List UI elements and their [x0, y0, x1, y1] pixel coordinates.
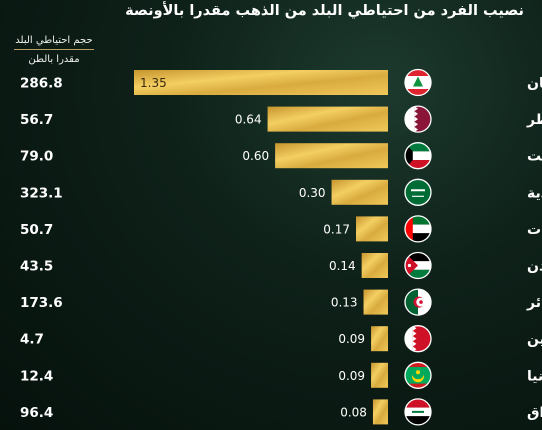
- uae-flag-icon: [404, 215, 432, 243]
- chart-row: 0.17 50.7 الإمارات: [20, 215, 542, 243]
- country-label: الإمارات: [527, 222, 542, 238]
- bar: [331, 179, 388, 205]
- country-label: البحرين: [527, 332, 542, 348]
- reserve-column-header: حجم احتياطي البلد مقدرا بالطن: [14, 33, 94, 68]
- country-label: الجزائر: [526, 295, 542, 311]
- country-label: العراق: [527, 405, 542, 421]
- bar-value-label: 0.17: [323, 222, 350, 236]
- reserve-value: 12.4: [20, 368, 53, 384]
- chart-row: 0.30 323.1 السعودية: [20, 178, 542, 206]
- bar: [134, 70, 388, 95]
- bar: [275, 143, 388, 169]
- bar-value-label: 0.30: [299, 186, 326, 200]
- lebanon-flag-icon: [404, 68, 432, 97]
- bar: [371, 362, 388, 388]
- bar-value-label: 1.35: [140, 76, 167, 90]
- chart-row: 0.64 56.7 قطر: [20, 105, 542, 133]
- chart-row: 0.08 96.4 العراق: [20, 398, 542, 426]
- bar: [267, 106, 388, 132]
- jordan-flag-icon: [404, 251, 432, 280]
- reserve-value: 43.5: [20, 259, 53, 275]
- chart-row: 0.60 79.0 الكويت: [20, 142, 542, 170]
- country-label: لبنان: [527, 76, 542, 92]
- bar: [356, 216, 388, 242]
- country-label: موريتانيا: [527, 368, 542, 384]
- kuwait-flag-icon: [404, 142, 432, 170]
- bahrain-flag-icon: [404, 325, 432, 353]
- qatar-flag-icon: [404, 105, 432, 133]
- reserve-value: 96.4: [20, 405, 53, 421]
- bar-value-label: 0.14: [329, 259, 356, 273]
- reserve-value: 50.7: [20, 222, 53, 238]
- bar-value-label: 0.13: [331, 296, 358, 310]
- bar: [371, 326, 388, 352]
- country-label: قطر: [526, 112, 542, 128]
- chart-row: 1.35 286.8 لبنان: [20, 68, 542, 97]
- chart-row: 0.09 4.7 البحرين: [20, 325, 542, 353]
- iraq-flag-icon: [404, 398, 432, 426]
- reserve-header-line1: حجم احتياطي البلد: [14, 33, 94, 50]
- algeria-flag-icon: [404, 288, 432, 316]
- saudi-arabia-flag-icon: [404, 178, 432, 206]
- reserve-header-line2: مقدرا بالطن: [28, 54, 80, 65]
- bar-value-label: 0.60: [242, 149, 269, 163]
- reserve-value: 79.0: [20, 149, 53, 165]
- country-label: الأردن: [527, 258, 542, 275]
- bar-value-label: 0.09: [338, 369, 365, 383]
- reserve-value: 4.7: [20, 332, 44, 348]
- country-label: السعودية: [527, 185, 542, 201]
- reserve-value: 56.7: [20, 112, 53, 128]
- bar-value-label: 0.08: [340, 405, 367, 419]
- bar: [363, 289, 388, 315]
- chart-row: 0.14 43.5 الأردن: [20, 251, 542, 280]
- bar-value-label: 0.64: [235, 113, 262, 127]
- bar: [361, 253, 388, 278]
- reserve-value: 173.6: [20, 295, 63, 311]
- chart-row: 0.09 12.4 موريتانيا: [20, 361, 542, 389]
- bar-value-label: 0.09: [338, 332, 365, 346]
- reserve-value: 286.8: [20, 76, 63, 92]
- reserve-value: 323.1: [20, 185, 63, 201]
- mauritania-flag-icon: [404, 361, 432, 389]
- chart-title: نصيب الفرد من احتياطي البلد من الذهب مقد…: [125, 3, 524, 19]
- country-label: الكويت: [527, 149, 542, 165]
- chart-row: 0.13 173.6 الجزائر: [20, 288, 542, 316]
- bar: [372, 399, 388, 425]
